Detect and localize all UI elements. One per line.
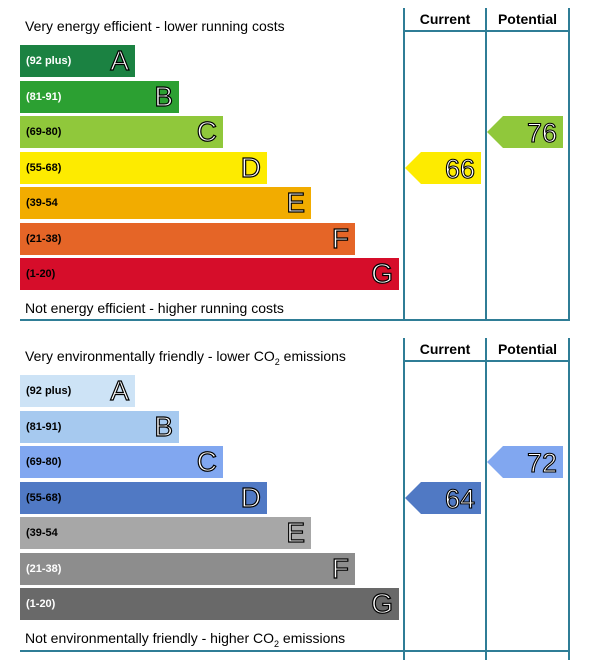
band-a: (92 plus) A xyxy=(20,374,135,407)
band-letter: F xyxy=(331,552,349,584)
band-e: (39-54 E xyxy=(20,186,311,219)
band-letter: E xyxy=(286,516,306,548)
bottom-caption-subscript: 2 xyxy=(274,638,280,649)
divider xyxy=(568,338,570,660)
band-range-label: (21-38) xyxy=(26,562,62,575)
top-caption-tail: emissions xyxy=(279,348,346,364)
current-header: Current xyxy=(419,11,471,27)
divider xyxy=(485,8,487,320)
band-range-label: (55-68) xyxy=(26,491,62,504)
band-letter: A xyxy=(110,44,130,76)
band-d: (55-68) D xyxy=(20,151,267,184)
band-range-label: (69-80) xyxy=(26,126,62,138)
band-b: (81-91) B xyxy=(20,410,179,443)
potential-rating-marker: 72 xyxy=(487,446,563,479)
band-letter: C xyxy=(196,115,217,147)
potential-rating-value: 76 xyxy=(526,117,557,148)
band-f: (21-38) F xyxy=(20,552,355,585)
divider xyxy=(403,8,405,320)
band-e: (39-54 E xyxy=(20,516,311,549)
band-range-label: (1-20) xyxy=(26,598,56,610)
potential-rating-marker: 76 xyxy=(487,116,563,149)
band-letter: D xyxy=(240,151,261,183)
band-range-label: (81-91) xyxy=(26,90,62,103)
potential-header: Potential xyxy=(497,11,558,27)
current-rating-marker: 66 xyxy=(405,151,481,184)
bottom-caption: Not energy efficient - higher running co… xyxy=(25,300,284,316)
current-rating-value: 66 xyxy=(444,153,475,184)
divider xyxy=(20,650,570,652)
band-range-label: (92 plus) xyxy=(26,385,72,397)
divider xyxy=(403,360,570,362)
potential-rating-value: 72 xyxy=(526,447,557,478)
band-range-label: (1-20) xyxy=(26,268,56,280)
band-letter: B xyxy=(154,80,174,112)
band-letter: D xyxy=(240,481,261,513)
energy-efficiency-chart: Current Potential Very energy efficient … xyxy=(0,0,589,322)
band-letter: C xyxy=(196,445,217,477)
top-caption-subscript: 2 xyxy=(274,356,280,367)
band-letter: G xyxy=(371,587,394,619)
band-f: (21-38) F xyxy=(20,222,355,255)
bottom-caption: Not environmentally friendly - higher CO… xyxy=(25,630,345,649)
band-b: (81-91) B xyxy=(20,80,179,113)
band-letter: B xyxy=(154,410,174,442)
band-c: (69-80) C xyxy=(20,445,223,478)
bottom-caption-tail: emissions xyxy=(279,630,346,646)
divider xyxy=(403,30,570,32)
band-range-label: (39-54 xyxy=(26,197,58,209)
bottom-caption-text: Not environmentally friendly - higher CO xyxy=(25,630,274,646)
band-range-label: (55-68) xyxy=(26,161,62,174)
band-range-label: (92 plus) xyxy=(26,55,72,67)
band-range-label: (39-54 xyxy=(26,527,58,539)
band-d: (55-68) D xyxy=(20,481,267,514)
band-letter: G xyxy=(371,257,394,289)
band-range-label: (69-80) xyxy=(26,456,62,468)
band-g: (1-20) G xyxy=(20,257,399,290)
band-g: (1-20) G xyxy=(20,587,399,620)
current-rating-value: 64 xyxy=(444,483,475,514)
divider xyxy=(485,338,487,660)
potential-header: Potential xyxy=(497,341,558,357)
band-letter: E xyxy=(286,186,306,218)
environmental-impact-chart: Current Potential Very environmentally f… xyxy=(0,330,589,660)
top-caption: Very environmentally friendly - lower CO… xyxy=(25,348,346,367)
band-letter: A xyxy=(110,374,130,406)
band-letter: F xyxy=(331,222,349,254)
band-range-label: (81-91) xyxy=(26,420,62,433)
band-c: (69-80) C xyxy=(20,115,223,148)
divider xyxy=(568,8,570,320)
current-header: Current xyxy=(419,341,471,357)
top-caption: Very energy efficient - lower running co… xyxy=(25,18,285,34)
band-a: (92 plus) A xyxy=(20,44,135,77)
current-rating-marker: 64 xyxy=(405,481,481,514)
divider xyxy=(403,338,405,660)
band-range-label: (21-38) xyxy=(26,232,62,245)
divider xyxy=(20,319,570,321)
top-caption-text: Very environmentally friendly - lower CO xyxy=(25,348,275,364)
